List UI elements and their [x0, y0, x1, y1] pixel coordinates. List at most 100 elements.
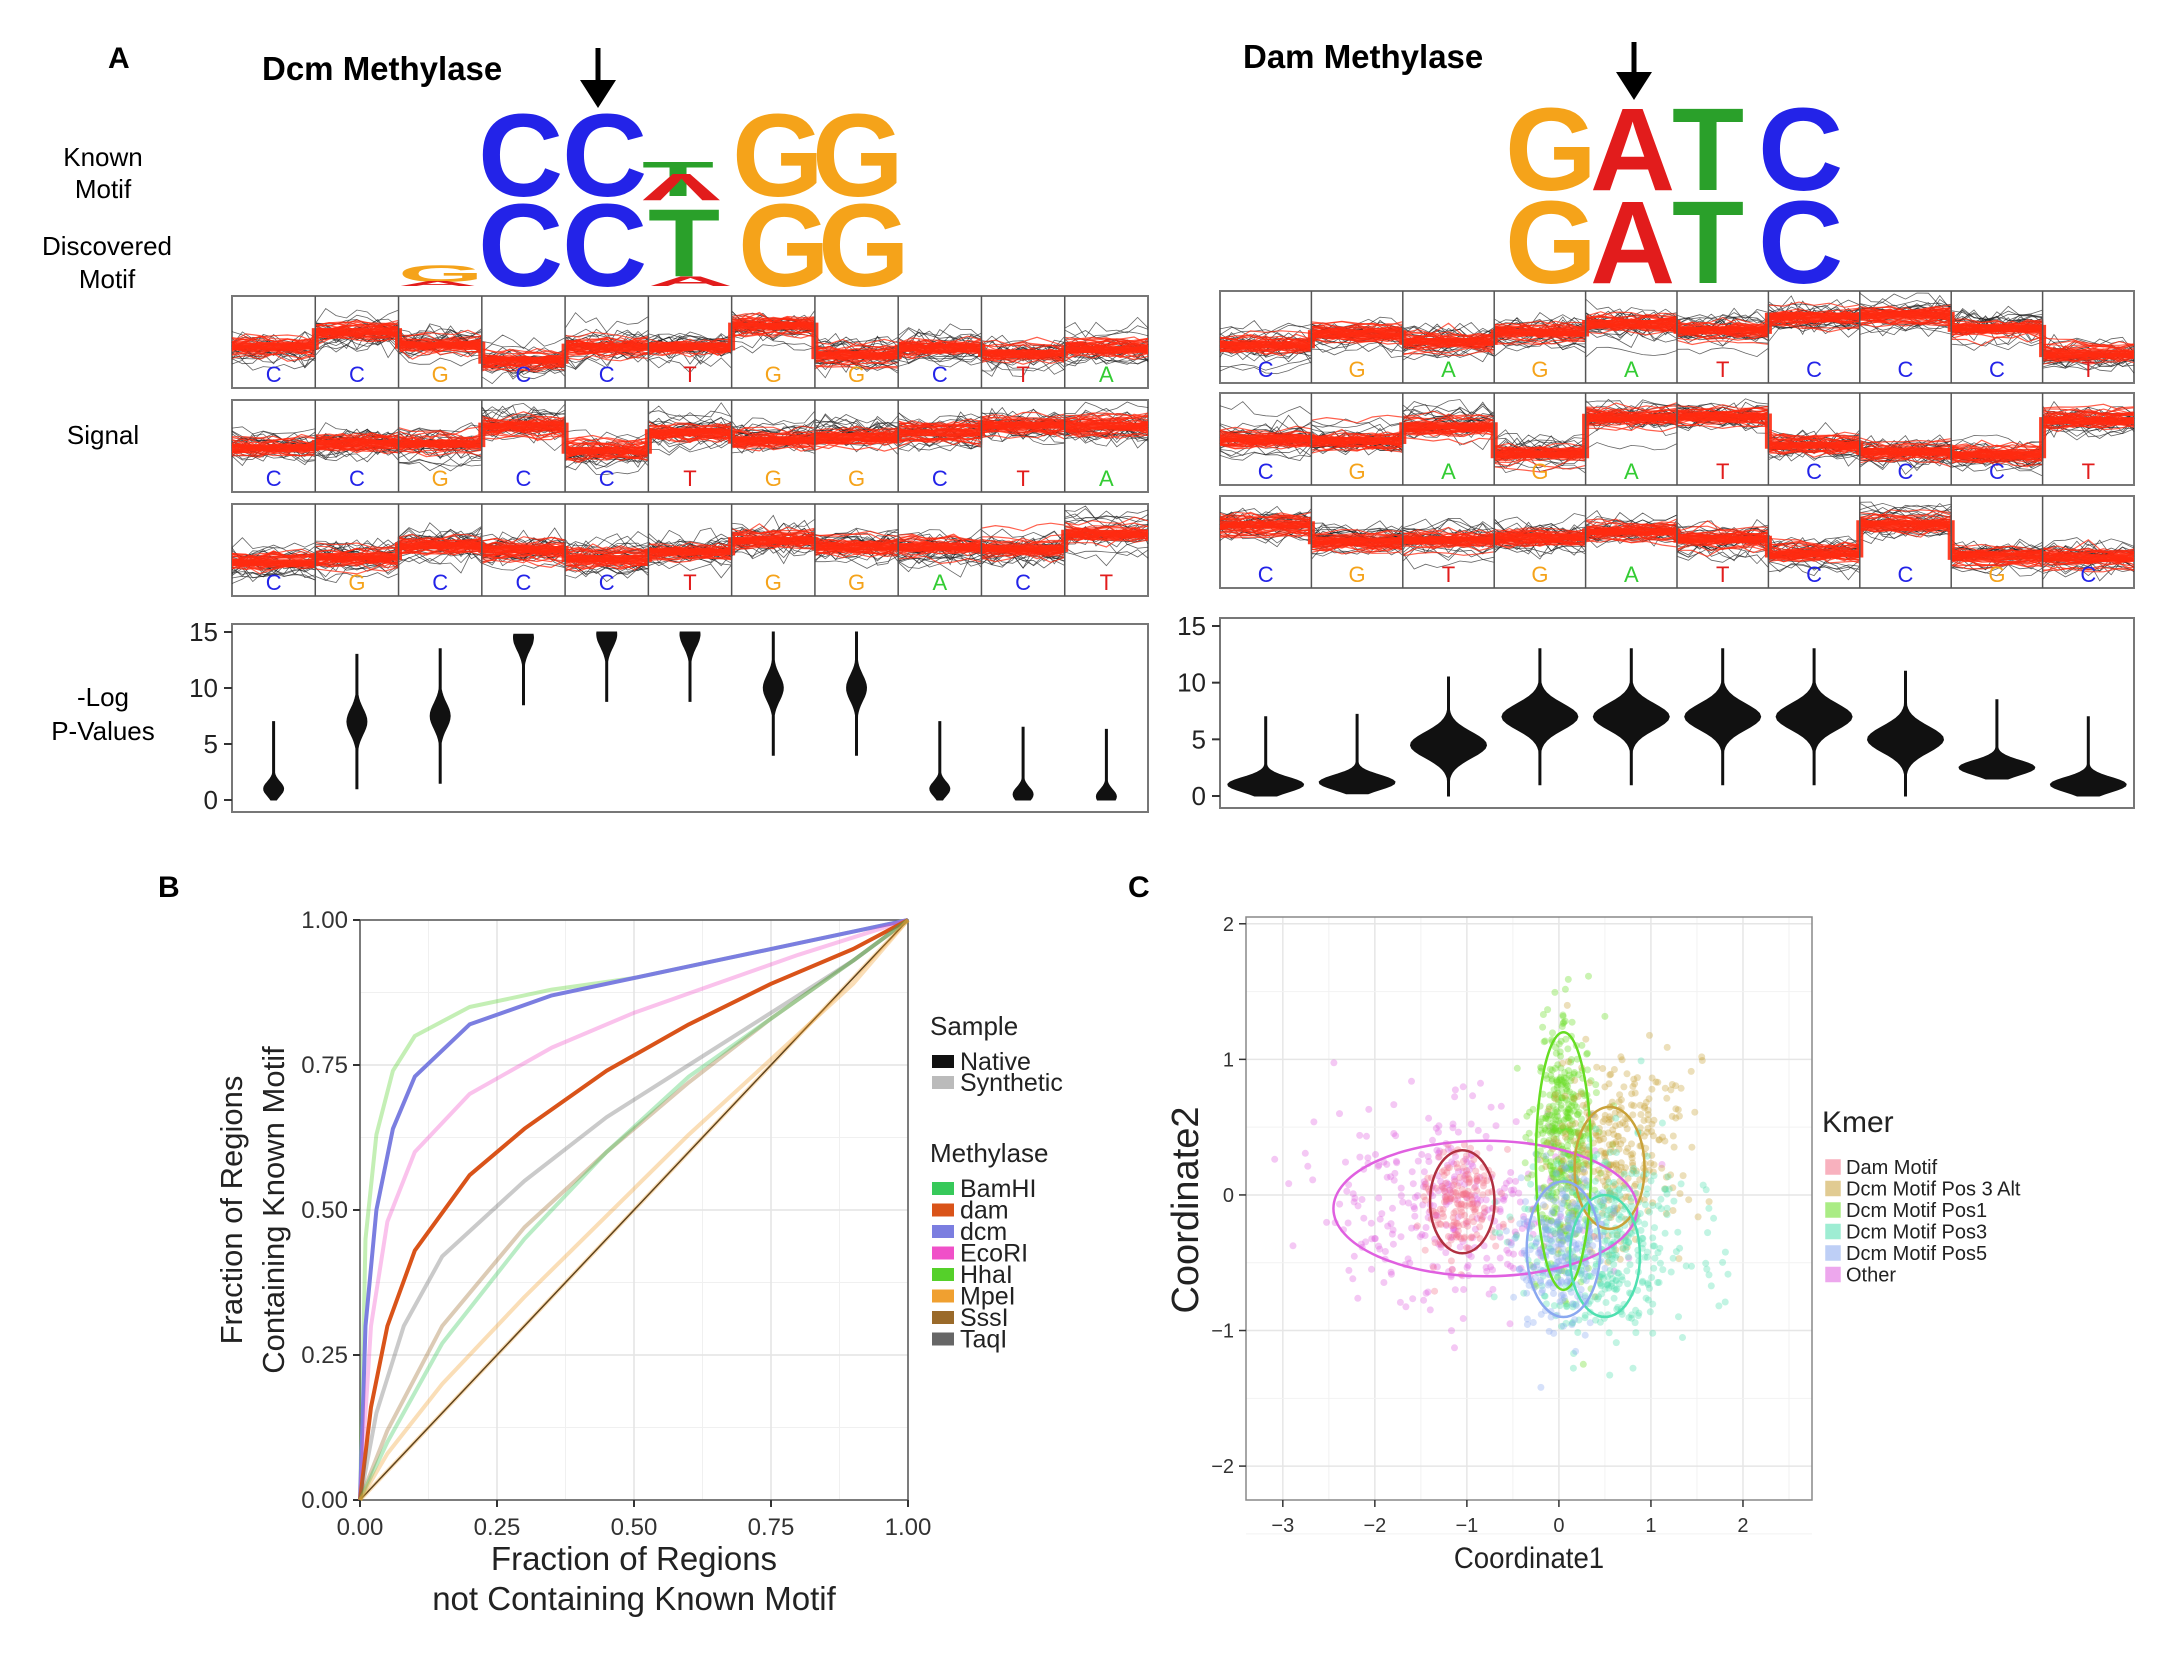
scatter-point	[1459, 1315, 1467, 1322]
scatter-point	[1685, 1196, 1693, 1204]
scatter-point	[1575, 1177, 1583, 1185]
scatter-point	[1607, 1161, 1615, 1168]
scatter-point	[1628, 1170, 1636, 1177]
scatter-point	[1608, 1231, 1616, 1239]
scatter-point	[1457, 1200, 1465, 1208]
scatter-point	[1606, 1187, 1614, 1195]
scatter-point	[1655, 1136, 1663, 1144]
scatter-point	[1536, 1156, 1544, 1164]
scatter-point	[1648, 1128, 1656, 1135]
scatter-point	[1644, 1111, 1652, 1118]
scatter-point	[1629, 1150, 1637, 1158]
scatter-point	[1600, 1205, 1608, 1212]
scatter-point	[1667, 1268, 1675, 1276]
scatter-point	[1662, 1173, 1670, 1181]
scatter-point	[1567, 1077, 1575, 1085]
scatter-point	[1540, 1137, 1548, 1145]
scatter-point	[1538, 1165, 1546, 1172]
scatter-point	[1510, 1186, 1518, 1194]
scatter-point	[1574, 1071, 1582, 1079]
scatter-point	[1392, 1157, 1400, 1165]
scatter-point	[1442, 1193, 1449, 1201]
scatter-point	[1601, 1264, 1609, 1272]
scatter-point	[1617, 1096, 1625, 1104]
scatter-point	[1564, 1164, 1571, 1172]
scatter-point	[1451, 1173, 1458, 1181]
scatter-point	[1566, 1088, 1573, 1096]
scatter-point	[1376, 1215, 1384, 1223]
scatter-point	[1669, 1207, 1677, 1214]
scatter-point	[1620, 1237, 1628, 1245]
scatter-point	[1561, 1193, 1569, 1201]
y-axis-title: Containing Known Motif	[256, 1046, 291, 1374]
scatter-point	[1542, 1158, 1550, 1166]
base-label: C	[1258, 459, 1274, 484]
scatter-point	[1578, 1137, 1586, 1145]
scatter-point	[1638, 1279, 1646, 1286]
scatter-point	[1569, 1300, 1577, 1308]
violin	[346, 653, 368, 790]
scatter-point	[1556, 1224, 1564, 1232]
scatter-point	[1615, 1132, 1622, 1140]
scatter-point	[1487, 1263, 1495, 1271]
scatter-point	[1591, 1129, 1599, 1137]
scatter-point	[1622, 1237, 1630, 1244]
scatter-point	[1447, 1194, 1455, 1202]
base-label: G	[848, 466, 865, 491]
scatter-point	[1371, 1235, 1379, 1242]
scatter-point	[1610, 1246, 1618, 1254]
scatter-point	[1558, 1094, 1566, 1102]
scatter-point	[1523, 1321, 1531, 1328]
scatter-point	[1378, 1210, 1386, 1218]
scatter-point	[1436, 1205, 1444, 1213]
scatter-point	[1557, 1213, 1565, 1221]
scatter-point	[1419, 1201, 1427, 1209]
legend-label: Dcm Motif Pos5	[1846, 1243, 1987, 1265]
scatter-point	[1569, 1098, 1577, 1106]
scatter-point	[1649, 1329, 1657, 1337]
scatter-point	[1628, 1140, 1635, 1148]
scatter-point	[1629, 1364, 1637, 1372]
scatter-point	[1431, 1235, 1439, 1243]
scatter-point	[1571, 1076, 1579, 1084]
base-label: C	[1015, 570, 1031, 595]
scatter-point	[1574, 1162, 1582, 1170]
scatter-point	[1429, 1136, 1436, 1144]
scatter-point	[1614, 1204, 1621, 1212]
scatter-point	[1677, 1180, 1685, 1188]
base-label: C	[599, 466, 615, 491]
scatter-point	[1605, 1196, 1613, 1204]
scatter-point	[1562, 1172, 1570, 1180]
scatter-point	[1635, 1309, 1643, 1317]
scatter-point	[1578, 1115, 1585, 1123]
legend-label: Dcm Motif Pos1	[1846, 1200, 1987, 1222]
scatter-point	[1546, 1091, 1554, 1099]
scatter-point	[1564, 1234, 1572, 1242]
x-tick-label: 0.25	[474, 1514, 521, 1541]
scatter-point	[1441, 1187, 1449, 1195]
scatter-point	[1608, 1247, 1616, 1254]
scatter-point	[1540, 1152, 1548, 1160]
base-label: C	[1258, 562, 1274, 587]
scatter-point	[1460, 1234, 1468, 1242]
scatter-point	[1462, 1202, 1470, 1210]
scatter-point	[1499, 1195, 1507, 1203]
scatter-point	[1597, 1169, 1605, 1177]
scatter-point	[1480, 1182, 1487, 1190]
scatter-point	[1591, 1186, 1599, 1194]
scatter-point	[1459, 1190, 1467, 1198]
scatter-point	[1663, 1211, 1671, 1219]
scatter-point	[1577, 1090, 1585, 1098]
scatter-point	[1566, 1121, 1574, 1129]
logo-letter: T	[642, 152, 714, 207]
scatter-point	[1547, 1217, 1555, 1225]
scatter-point	[1595, 1128, 1603, 1136]
scatter-point	[1509, 1190, 1517, 1198]
scatter-point	[1556, 1302, 1564, 1310]
logo-letter: G	[1505, 84, 1597, 216]
base-label: T	[683, 570, 696, 595]
scatter-point	[1451, 1086, 1459, 1094]
scatter-point	[1568, 1188, 1576, 1196]
scatter-point	[1621, 1121, 1629, 1128]
scatter-point	[1572, 1300, 1580, 1308]
